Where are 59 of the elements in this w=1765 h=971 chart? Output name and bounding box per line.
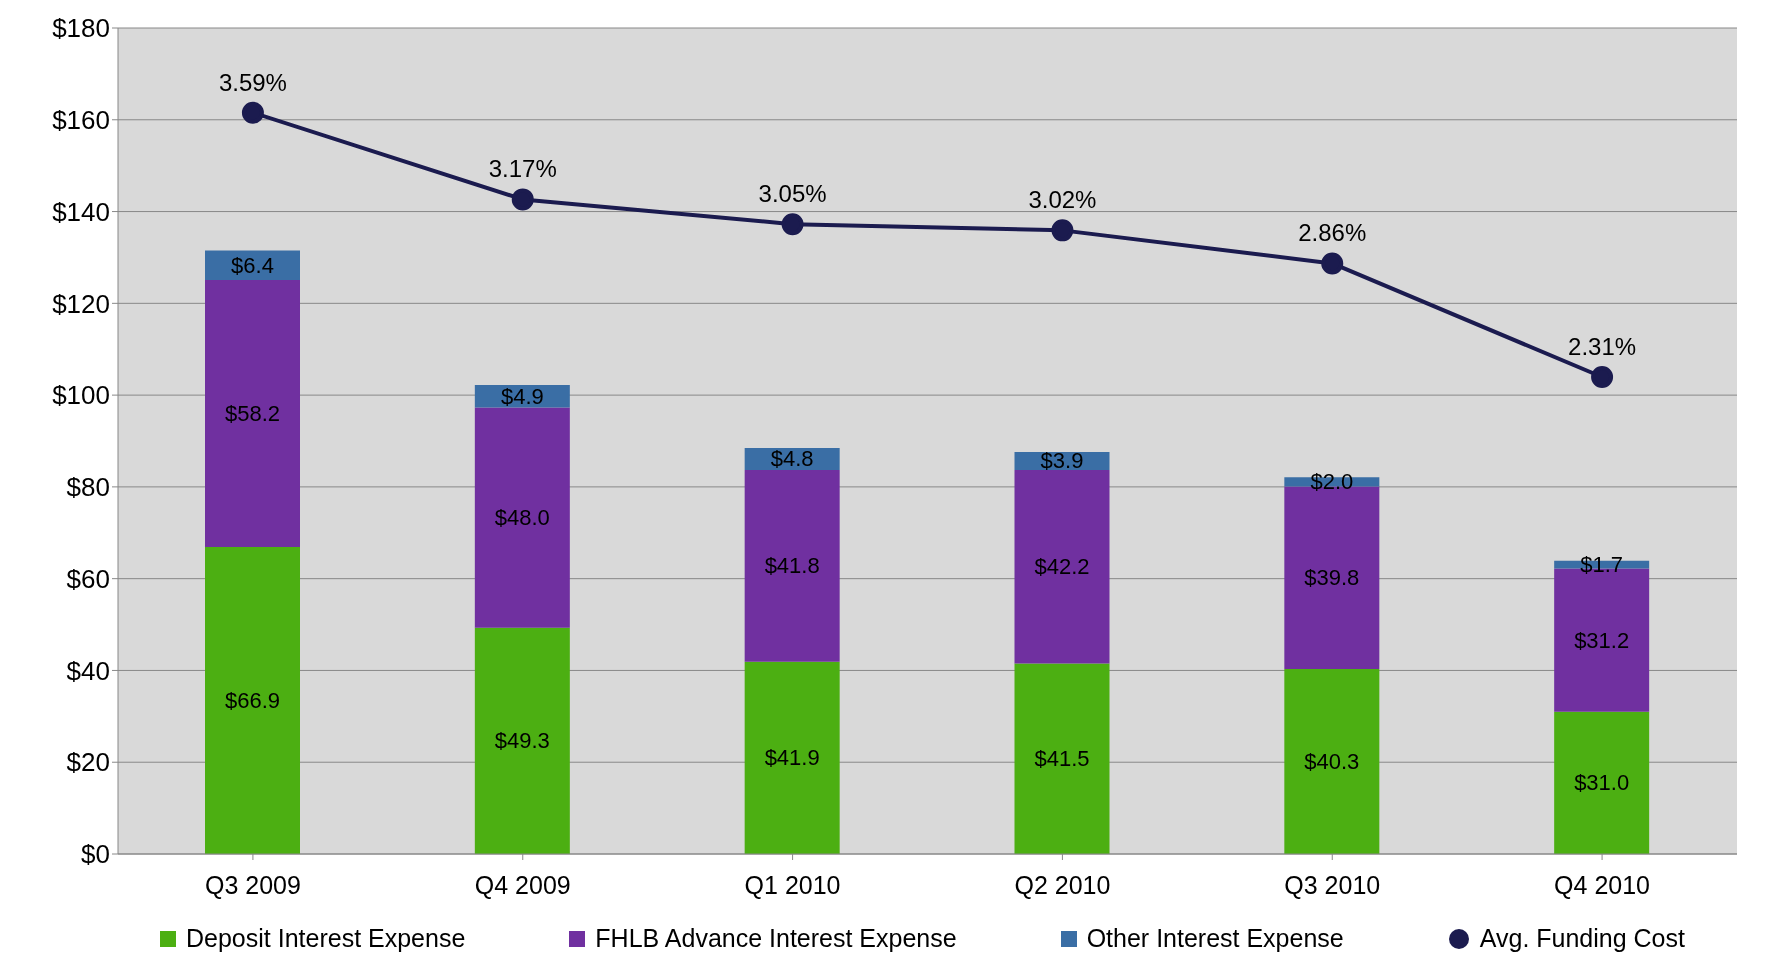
data-label: $4.9 — [500, 383, 544, 409]
x-tick-label: Q4 2010 — [1554, 870, 1651, 899]
y-tick-label: $60 — [66, 563, 110, 594]
data-label: $66.9 — [224, 688, 281, 713]
data-label: $3.9 — [1040, 448, 1084, 474]
x-tick-label: Q1 2010 — [744, 870, 841, 899]
data-label: 2.31% — [1568, 332, 1637, 360]
data-label: $2.0 — [1310, 469, 1354, 495]
legend-label: Deposit Interest Expense — [186, 924, 466, 953]
data-label: $39.8 — [1304, 565, 1360, 591]
x-tick-label: Q4 2009 — [474, 870, 571, 899]
legend-label: Other Interest Expense — [1086, 924, 1344, 953]
y-tick-label: $120 — [52, 288, 110, 319]
data-label: $48.0 — [494, 505, 550, 531]
y-tick-label: $0 — [81, 839, 110, 870]
data-label: $49.3 — [494, 728, 550, 754]
data-label: 3.02% — [1028, 186, 1097, 214]
data-label: $6.4 — [231, 252, 274, 278]
x-tick-label: Q3 2009 — [204, 870, 301, 899]
bar — [1014, 469, 1110, 664]
bar — [205, 547, 300, 854]
data-label: $40.3 — [1304, 749, 1360, 775]
y-tick-label: $180 — [52, 13, 110, 44]
bar — [1554, 711, 1650, 854]
data-label: 3.17% — [488, 155, 557, 183]
point — [241, 101, 264, 124]
bar — [1284, 669, 1380, 854]
bar — [744, 469, 840, 662]
x-tick-label: Q3 2010 — [1284, 870, 1381, 899]
point — [1051, 219, 1074, 242]
bar — [205, 279, 300, 547]
legend-label: Avg. Funding Cost — [1479, 924, 1685, 953]
data-label: $31.2 — [1574, 627, 1630, 653]
point — [511, 188, 534, 211]
data-label: $58.2 — [224, 400, 281, 426]
data-label: 2.86% — [1298, 219, 1367, 247]
y-tick-label: $160 — [52, 105, 110, 136]
bar — [744, 661, 840, 854]
data-label: 3.59% — [218, 68, 287, 96]
point — [1321, 252, 1344, 275]
data-label: $42.2 — [1034, 554, 1090, 580]
data-label: $4.8 — [770, 446, 814, 472]
y-tick-label: $100 — [52, 380, 110, 411]
data-label: 3.05% — [758, 180, 827, 208]
y-tick-label: $40 — [66, 655, 110, 686]
data-label: $41.9 — [764, 745, 820, 771]
bar — [474, 407, 570, 628]
data-label: $41.5 — [1034, 746, 1090, 772]
y-tick-label: $140 — [52, 196, 110, 227]
data-label: $31.0 — [1574, 770, 1630, 796]
point — [781, 213, 804, 236]
point — [1591, 365, 1614, 388]
y-tick-label: $20 — [66, 747, 110, 778]
data-label: $41.8 — [764, 553, 820, 579]
bar — [1014, 663, 1110, 854]
legend-label: FHLB Advance Interest Expense — [595, 924, 957, 953]
bar — [474, 627, 570, 854]
y-tick-label: $80 — [66, 472, 110, 503]
x-tick-label: Q2 2010 — [1014, 870, 1111, 899]
